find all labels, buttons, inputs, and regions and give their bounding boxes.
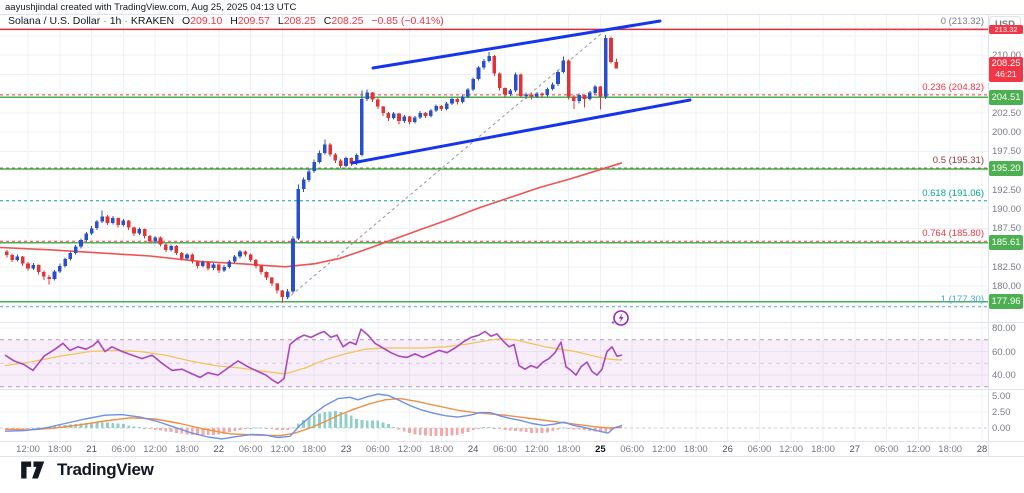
time-axis-label: 12:00 — [779, 444, 804, 455]
exchange-label: KRAKEN — [130, 15, 175, 27]
rsi-band — [0, 339, 988, 387]
time-axis-label: 12:00 — [270, 444, 295, 455]
time-axis-label: 06:00 — [365, 444, 390, 455]
macd-tick-label: 0.00 — [992, 423, 1011, 434]
fib-level-label: 0.5 (195.31) — [932, 155, 984, 167]
time-axis-label: 12:00 — [906, 444, 931, 455]
price-tick-label: 180.00 — [992, 281, 1022, 292]
time-axis-label: 27 — [849, 444, 861, 455]
open-label: O — [182, 15, 191, 27]
price-axis-badge: 195.20 — [989, 161, 1023, 177]
time-axis-label: 12:00 — [397, 444, 422, 455]
time-axis-label: 12:00 — [16, 444, 40, 455]
candles-layer — [5, 35, 619, 303]
dashed-trendline — [281, 27, 609, 304]
fib-level-label: 1 (177.30) — [940, 293, 984, 305]
time-axis-label: 12:00 — [143, 444, 168, 455]
bar-countdown: 46:21 — [995, 69, 1017, 80]
rsi-tick-label: 40.00 — [992, 370, 1016, 382]
time-axis-label: 18:00 — [47, 444, 72, 455]
close-label: C — [323, 15, 332, 27]
time-axis-label: 06:00 — [747, 444, 772, 455]
macd-line — [4, 393, 623, 440]
time-axis-label: 12:00 — [524, 444, 549, 455]
time-axis-label: 28 — [976, 444, 988, 455]
time-axis-label: 06:00 — [493, 444, 517, 455]
time-axis-label: 18:00 — [429, 444, 454, 455]
close-value: 208.25 — [331, 15, 364, 27]
price-tick-label: 182.50 — [992, 261, 1022, 273]
tradingview-logo[interactable]: TradingView — [20, 460, 154, 480]
low-value: 208.25 — [283, 15, 316, 27]
time-axis-label: 18:00 — [556, 444, 581, 455]
price-axis-badge: 204.51 — [989, 89, 1023, 105]
interval-label: 1h — [109, 15, 122, 27]
rsi-line — [4, 328, 623, 385]
price-axis-badge: 177.96 — [989, 294, 1023, 310]
channel-lower-line — [350, 98, 692, 165]
time-axis-label: 21 — [86, 444, 97, 455]
price-tick-label: 192.50 — [992, 184, 1022, 196]
change-value: −0.85 (−0.41%) — [371, 15, 444, 27]
price-axis-badge: 185.61 — [989, 235, 1023, 251]
symbol-legend[interactable]: Solana / U.S. Dollar · 1h · KRAKEN O209.10 H… — [8, 15, 444, 27]
time-axis-label: 26 — [722, 444, 733, 455]
price-tick-label: 200.00 — [992, 127, 1022, 138]
time-axis-label: 18:00 — [302, 444, 327, 455]
open-value: 209.10 — [190, 15, 223, 27]
time-axis-label: 23 — [340, 444, 352, 455]
fib-level-label: 0.236 (204.82) — [922, 81, 984, 93]
price-tick-label: 190.00 — [992, 204, 1022, 215]
time-axis-label: 06:00 — [874, 444, 899, 455]
price-tick-label: 187.50 — [992, 223, 1022, 235]
symbol-name: Solana / U.S. Dollar — [8, 15, 101, 27]
time-axis-label: 25 — [595, 444, 606, 455]
rsi-tick-label: 80.00 — [992, 323, 1016, 334]
boost-lightning-icon[interactable] — [607, 308, 631, 337]
low-label: L — [277, 15, 284, 27]
fib-level-label: 0 (213.32) — [940, 16, 984, 28]
time-axis-label: 18:00 — [683, 444, 708, 455]
fib-level-label: 0.618 (191.06) — [922, 187, 984, 199]
grid-layer — [0, 14, 988, 441]
rsi-tick-label: 60.00 — [992, 346, 1016, 358]
time-axis-label: 06:00 — [111, 444, 136, 455]
high-value: 209.57 — [237, 15, 270, 27]
price-tick-label: 197.50 — [992, 146, 1022, 158]
fib-level-label: 0.764 (185.80) — [922, 228, 984, 240]
price-axis-badge: 208.25 46:21 — [989, 57, 1023, 83]
time-axis-label: 24 — [467, 444, 479, 455]
channel-upper-line — [371, 19, 662, 70]
price-axis-badge: 213.32 — [989, 24, 1023, 34]
time-axis-label: 06:00 — [238, 444, 263, 455]
time-axis-label: 22 — [213, 444, 225, 455]
tradingview-brand-name: TradingView — [57, 460, 154, 479]
time-axis-label: 06:00 — [620, 444, 645, 455]
macd-tick-label: 2.50 — [992, 407, 1011, 418]
price-tick-label: 202.50 — [992, 107, 1022, 119]
attribution-watermark: aayushjindal created with TradingView.co… — [5, 2, 297, 13]
ma-line — [0, 162, 623, 268]
high-label: H — [230, 15, 238, 27]
time-axis-label: 18:00 — [175, 444, 199, 455]
time-axis-label: 18:00 — [811, 444, 835, 455]
macd-tick-label: 5.00 — [992, 391, 1011, 402]
tradingview-glyph-icon — [21, 461, 45, 479]
time-axis-label: 12:00 — [652, 444, 676, 455]
time-axis-label: 18:00 — [938, 444, 963, 455]
price-tick-label: 210.00 — [992, 50, 1022, 61]
